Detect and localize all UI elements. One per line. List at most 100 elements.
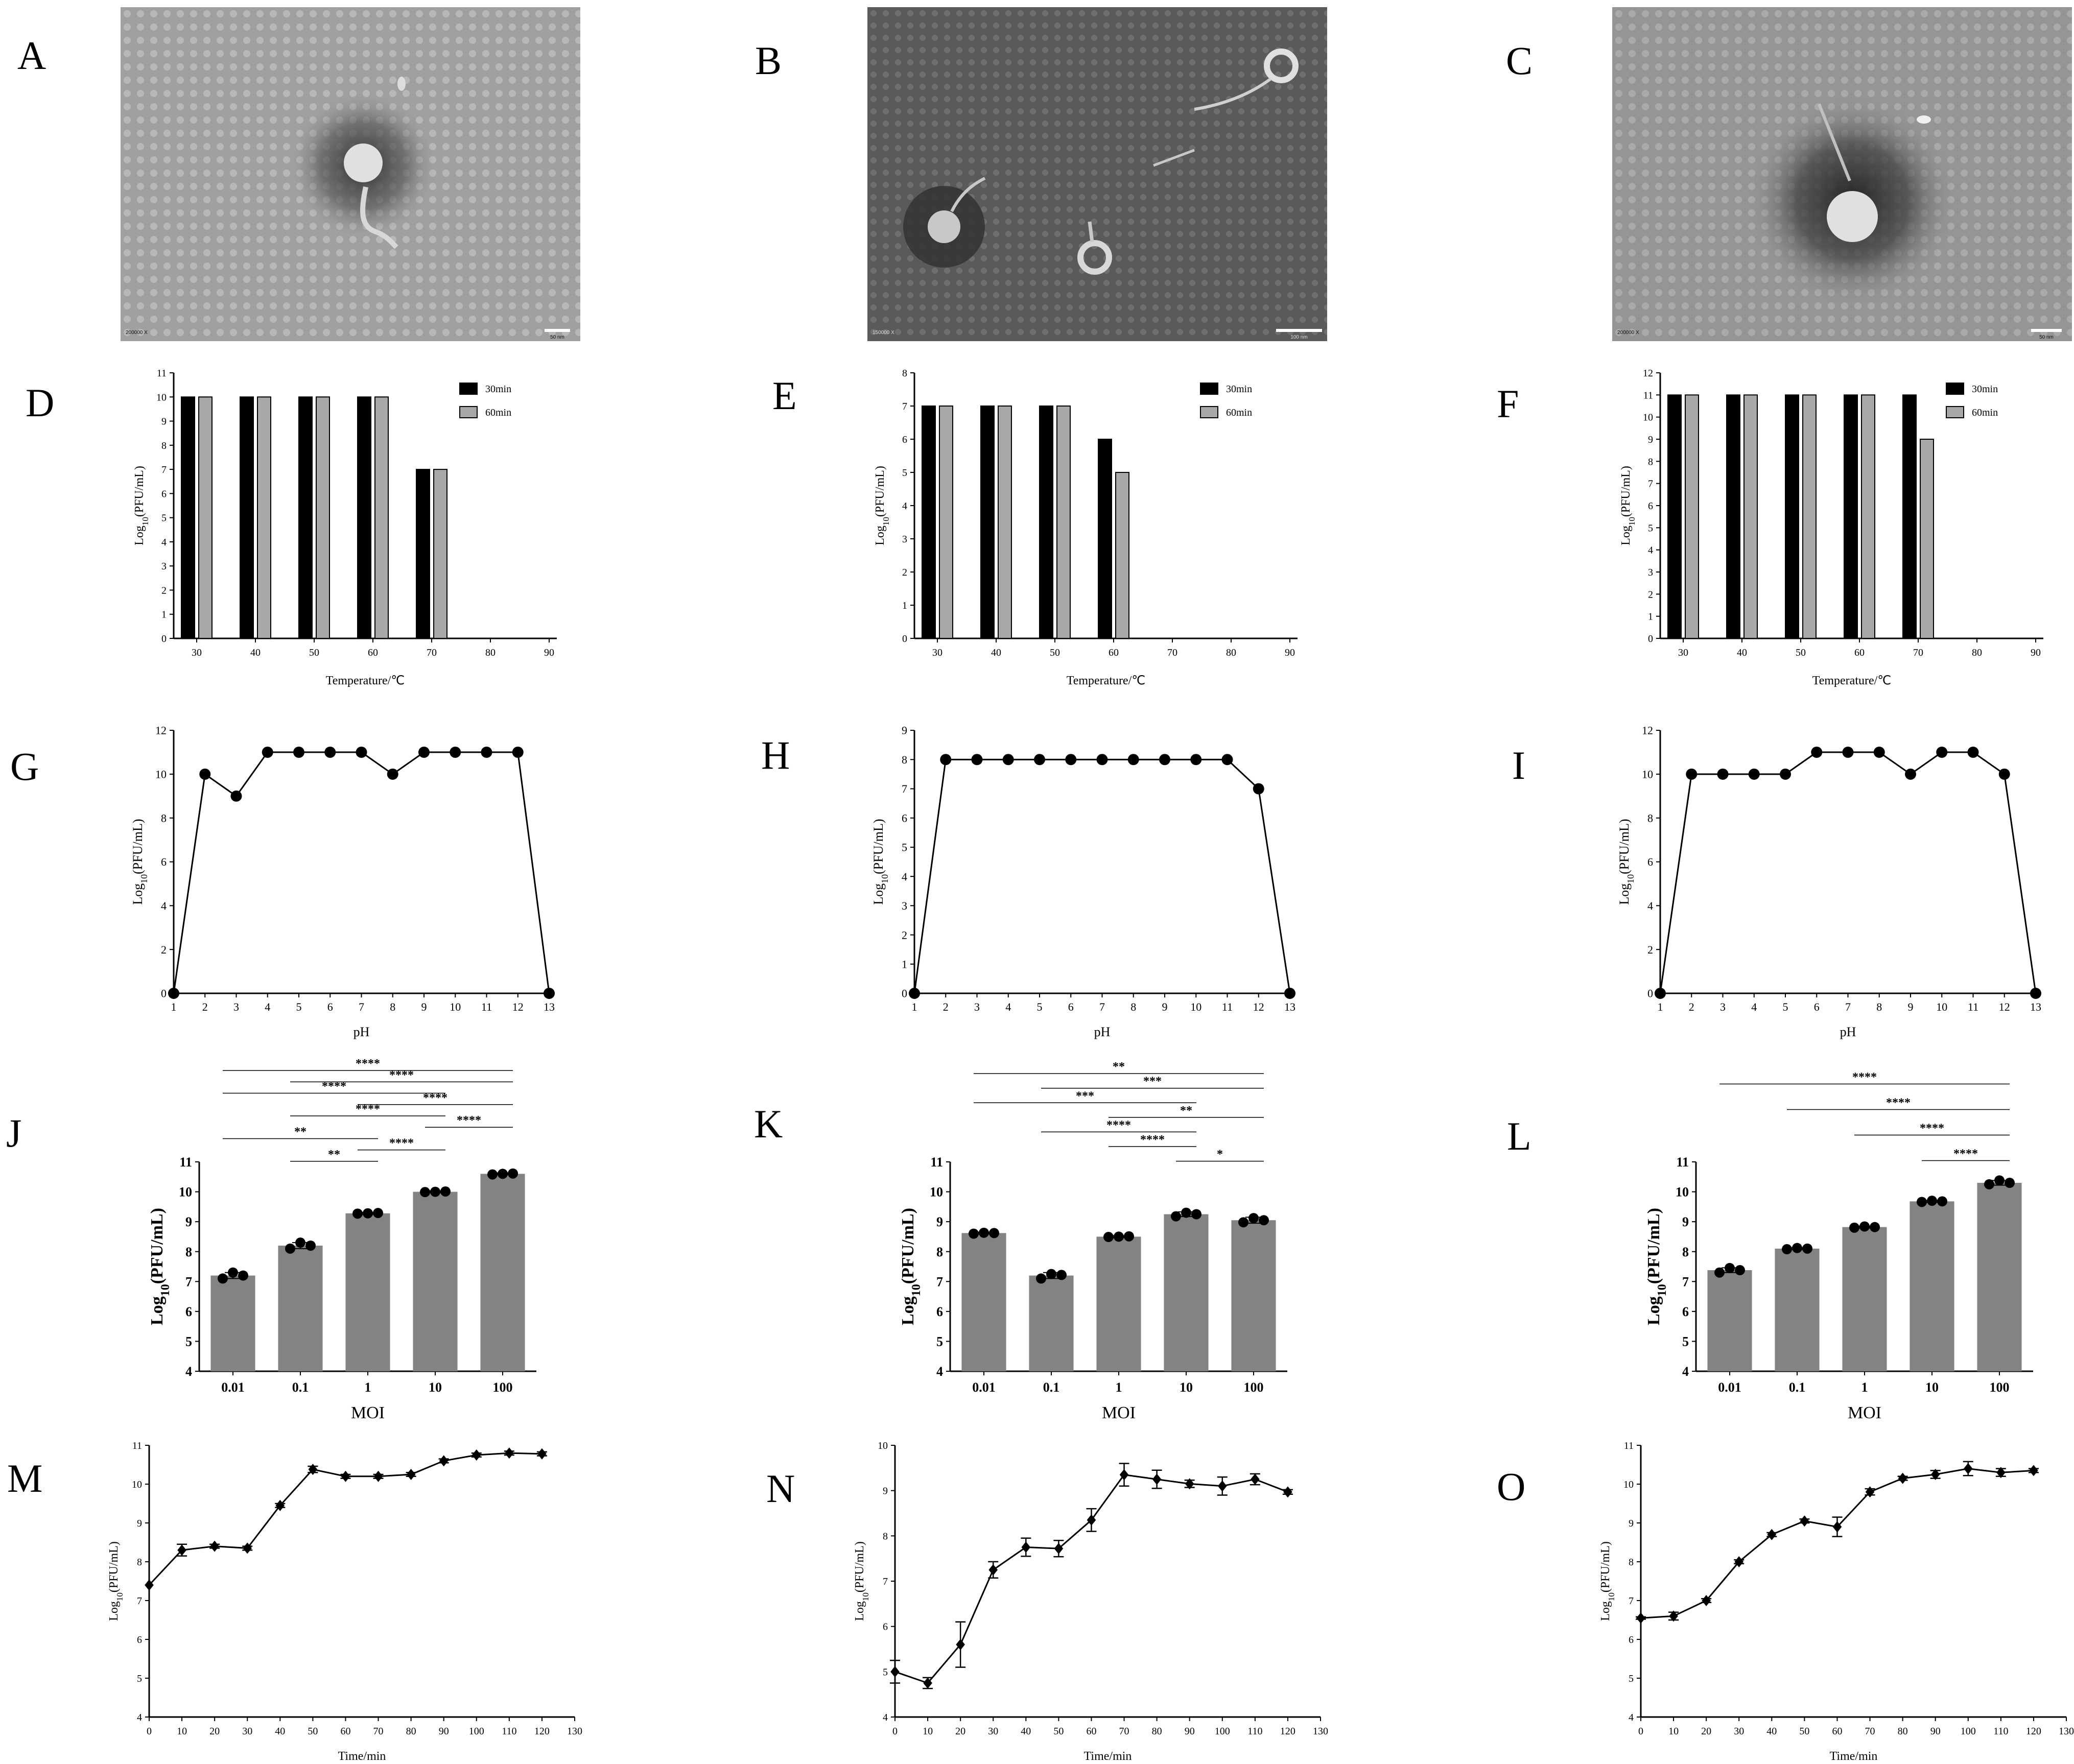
x-axis-label: pH [1094, 1024, 1111, 1039]
replicate-point [305, 1241, 316, 1251]
y-tick-label: 4 [902, 870, 907, 883]
data-point [387, 768, 398, 780]
bar-moi-1 [1096, 1236, 1141, 1371]
x-tick-label: 70 [427, 647, 437, 658]
data-point [243, 1542, 252, 1554]
data-point [1284, 988, 1295, 999]
x-tick-label: 10 [1936, 1000, 1947, 1013]
replicate-point [969, 1228, 979, 1239]
y-tick-label: 2 [902, 567, 907, 578]
bar-60min-60 [1861, 394, 1875, 639]
x-tick-label: 60 [340, 1726, 350, 1737]
y-tick-label: 9 [936, 1214, 943, 1229]
bar-30min-70 [1902, 394, 1917, 639]
legend-label-30min: 30min [1972, 384, 1998, 395]
data-point [450, 746, 461, 758]
y-tick-label: 6 [1682, 1304, 1689, 1319]
bar-60min-50 [1802, 394, 1817, 639]
x-tick-label: 0 [147, 1726, 152, 1737]
x-tick-label: 40 [1737, 647, 1747, 658]
replicate-point [1984, 1179, 1994, 1189]
y-tick-label: 12 [1642, 724, 1653, 737]
data-point [1717, 768, 1729, 780]
data-point [512, 746, 524, 758]
y-tick-label: 11 [157, 368, 167, 379]
panel-letter-b: B [755, 38, 782, 83]
x-tick-label: 0.01 [1718, 1380, 1741, 1395]
x-tick-label: 50 [1799, 1726, 1809, 1737]
y-tick-label: 7 [185, 1274, 192, 1289]
data-point [145, 1579, 154, 1591]
legend-swatch-30min [459, 383, 478, 395]
replicate-point [228, 1267, 238, 1278]
data-point [1283, 1486, 1292, 1498]
bar-30min-40 [1726, 394, 1740, 639]
bar-60min-40 [998, 406, 1012, 639]
y-tick-label: 10 [1642, 768, 1653, 781]
x-tick-label: 40 [1766, 1726, 1777, 1737]
bar-60min-70 [1920, 439, 1934, 639]
significance-label: **** [1140, 1133, 1165, 1147]
data-point [1930, 1469, 1940, 1480]
y-axis-label: Log10(PFU/mL) [133, 466, 150, 545]
significance-label: **** [1886, 1096, 1911, 1110]
micrograph-a-info: 200000 X [126, 330, 148, 336]
x-tick-label: 40 [250, 647, 261, 658]
x-axis-label: Time/min [1084, 1750, 1132, 1762]
x-tick-label: 6 [1814, 1000, 1820, 1013]
data-point [909, 988, 920, 999]
data-point [439, 1455, 449, 1467]
bar-30min-50 [1039, 406, 1053, 639]
data-point [1686, 768, 1698, 780]
replicate-point [1849, 1222, 1859, 1233]
x-tick-label: 100 [1244, 1380, 1264, 1395]
replicate-point [1782, 1244, 1792, 1255]
replicate-point [420, 1187, 430, 1198]
y-tick-label: 5 [137, 1673, 142, 1684]
x-tick-label: 0.01 [972, 1380, 996, 1395]
legend-swatch-60min [459, 406, 478, 418]
x-tick-label: 4 [1751, 1000, 1757, 1013]
x-axis-label: Temperature/℃ [326, 674, 405, 687]
series-line [173, 751, 550, 994]
y-tick-label: 8 [1629, 1557, 1634, 1568]
x-tick-label: 110 [502, 1726, 516, 1737]
data-point [418, 746, 430, 758]
legend-swatch-30min [1946, 383, 1964, 395]
x-tick-label: 90 [2031, 647, 2041, 658]
bar-60min-30 [198, 396, 213, 639]
y-tick-label: 10 [930, 1185, 943, 1200]
replicate-point [1725, 1262, 1735, 1273]
x-tick-label: 60 [1854, 647, 1865, 658]
micrograph-b-info: 150000 X [873, 330, 894, 336]
series-line [913, 758, 1291, 994]
x-tick-label: 30 [242, 1726, 252, 1737]
y-tick-label: 11 [930, 1155, 943, 1170]
replicate-point [2005, 1178, 2015, 1188]
y-tick-label: 5 [185, 1334, 192, 1349]
bar-moi-1 [1842, 1227, 1887, 1371]
y-tick-label: 3 [1648, 567, 1653, 578]
x-tick-label: 40 [1021, 1726, 1031, 1737]
data-point [1702, 1595, 1711, 1606]
significance-label: *** [1143, 1075, 1162, 1088]
x-tick-label: 7 [1845, 1000, 1851, 1013]
x-axis-label: pH [1840, 1024, 1856, 1039]
y-tick-label: 7 [1629, 1595, 1634, 1607]
x-tick-label: 100 [1990, 1380, 2010, 1395]
data-point [1780, 768, 1791, 780]
replicate-point [498, 1169, 508, 1179]
x-tick-label: 50 [1796, 647, 1806, 658]
replicate-point [295, 1237, 305, 1248]
data-point [168, 988, 179, 999]
significance-label: ** [294, 1125, 307, 1138]
bar-60min-50 [316, 396, 330, 639]
significance-label: **** [457, 1114, 481, 1127]
bar-60min-60 [1115, 472, 1129, 639]
replicate-point [989, 1228, 999, 1238]
x-tick-label: 9 [1162, 1000, 1168, 1013]
replicate-point [1802, 1243, 1812, 1254]
data-point [472, 1449, 481, 1461]
x-axis-label: Temperature/℃ [1812, 674, 1892, 687]
y-tick-label: 7 [936, 1274, 943, 1289]
